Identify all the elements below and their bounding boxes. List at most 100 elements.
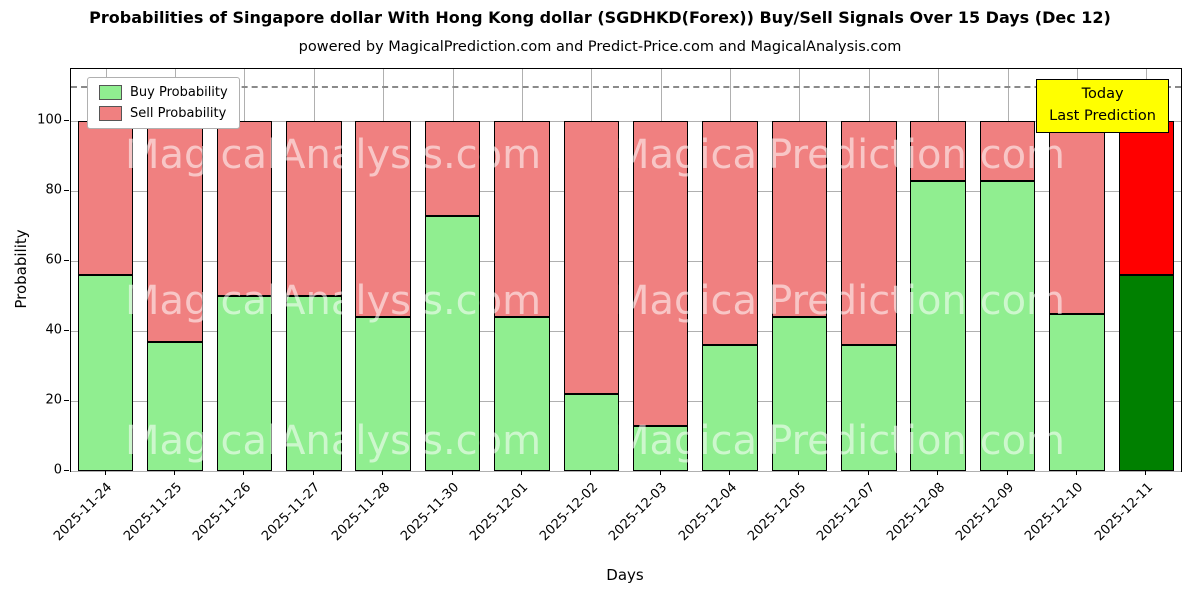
bar-sell-2025-12-10 [1049, 121, 1105, 314]
bar-buy-2025-12-04 [702, 345, 758, 471]
bar-buy-2025-11-25 [147, 341, 203, 471]
legend-item-sell: Sell Probability [99, 106, 228, 121]
y-tick-mark [64, 120, 69, 122]
plot-area: Buy Probability Sell Probability Today L… [70, 68, 1182, 472]
x-tick-label: 2025-12-07 [814, 480, 879, 545]
x-tick-label: 2025-12-10 [1022, 480, 1087, 545]
bar-buy-2025-12-07 [841, 345, 897, 471]
y-tick-mark [64, 330, 69, 332]
bars-layer [71, 69, 1181, 471]
x-tick-label: 2025-12-08 [883, 480, 948, 545]
x-tick-mark [937, 470, 939, 475]
y-tick-label: 40 [45, 322, 62, 338]
x-tick-mark [520, 470, 522, 475]
gridline-h [71, 261, 1181, 263]
y-tick-label: 80 [45, 182, 62, 198]
bar-buy-2025-12-03 [632, 425, 689, 471]
x-tick-label: 2025-11-30 [398, 480, 463, 545]
x-tick-mark [451, 470, 453, 475]
annotation-line-2: Last Prediction [1049, 107, 1156, 124]
x-tick-label: 2025-11-28 [328, 480, 393, 545]
y-axis-ticks: 0 20 40 60 80 100 [0, 68, 62, 478]
x-tick-label: 2025-12-03 [606, 480, 671, 545]
bar-sell-2025-11-27 [286, 121, 342, 297]
bar-buy-2025-11-24 [77, 275, 134, 471]
bar-sell-2025-12-05 [771, 121, 828, 318]
y-tick-mark [64, 190, 69, 192]
x-tick-mark [590, 470, 592, 475]
bar-buy-2025-12-01 [494, 317, 550, 471]
bar-buy-2025-11-27 [286, 296, 342, 471]
x-tick-mark [1075, 470, 1077, 475]
sell-swatch [99, 106, 122, 121]
bar-buy-2025-12-09 [979, 180, 1036, 471]
y-tick-label: 100 [37, 112, 62, 128]
bar-buy-2025-11-28 [355, 317, 411, 471]
bar-sell-2025-12-04 [702, 121, 758, 346]
today-annotation: Today Last Prediction [1036, 79, 1169, 133]
gridline-h [71, 121, 1181, 123]
legend-item-buy: Buy Probability [99, 85, 228, 100]
y-tick-label: 20 [45, 392, 62, 408]
bar-sell-2025-11-28 [355, 121, 411, 318]
x-tick-mark [798, 470, 800, 475]
y-tick-label: 60 [45, 252, 62, 268]
x-tick-label: 2025-11-24 [51, 480, 116, 545]
legend-label-buy: Buy Probability [130, 85, 228, 100]
x-tick-mark [312, 470, 314, 475]
y-tick-mark [64, 260, 69, 262]
x-tick-mark [1006, 470, 1008, 475]
bar-sell-2025-11-26 [216, 121, 273, 297]
bar-buy-2025-12-10 [1049, 313, 1105, 471]
annotation-line-1: Today [1081, 86, 1124, 102]
x-tick-label: 2025-12-09 [953, 480, 1018, 545]
bar-sell-2025-12-07 [841, 121, 897, 346]
x-tick-label: 2025-12-01 [467, 480, 532, 545]
x-tick-mark [174, 470, 176, 475]
gridline-h [71, 191, 1181, 193]
bar-sell-2025-12-08 [910, 121, 966, 181]
bar-buy-2025-12-11 [1118, 275, 1175, 471]
x-axis-label: Days [606, 566, 644, 584]
bar-sell-2025-12-09 [979, 121, 1036, 181]
bar-buy-2025-12-02 [563, 394, 620, 471]
threshold-dashed-line [71, 86, 1181, 89]
bar-sell-2025-12-02 [563, 121, 620, 395]
bar-buy-2025-11-30 [424, 215, 481, 471]
bar-sell-2025-11-30 [424, 121, 481, 216]
bar-sell-2025-12-03 [632, 121, 689, 426]
y-tick-label: 0 [53, 462, 62, 478]
bar-sell-2025-12-11 [1118, 121, 1175, 276]
gridline-h [71, 331, 1181, 333]
x-tick-label: 2025-11-27 [259, 480, 324, 545]
x-tick-mark [382, 470, 384, 475]
x-tick-label: 2025-12-11 [1091, 480, 1156, 545]
x-axis-ticks: 2025-11-24 2025-11-25 2025-11-26 2025-11-27… [51, 478, 1180, 568]
x-tick-label: 2025-11-25 [120, 480, 185, 545]
x-tick-label: 2025-11-26 [190, 480, 255, 545]
bar-buy-2025-12-05 [771, 317, 828, 471]
legend-label-sell: Sell Probability [130, 106, 227, 121]
x-tick-label: 2025-12-05 [745, 480, 810, 545]
gridline-h [71, 401, 1181, 403]
x-tick-mark [867, 470, 869, 475]
y-tick-mark [64, 470, 69, 471]
bar-sell-2025-12-01 [494, 121, 550, 318]
x-tick-mark [104, 470, 106, 475]
gridline-h [71, 471, 1181, 472]
buy-swatch [99, 85, 122, 100]
x-tick-mark [729, 470, 731, 475]
x-tick-mark [1145, 470, 1147, 475]
x-tick-label: 2025-12-04 [675, 480, 740, 545]
bar-sell-2025-11-25 [147, 121, 203, 342]
y-tick-mark [64, 400, 69, 402]
chart-subtitle: powered by MagicalPrediction.com and Pre… [298, 39, 902, 55]
x-tick-label: 2025-12-02 [536, 480, 601, 545]
legend: Buy Probability Sell Probability [87, 77, 240, 129]
bar-buy-2025-11-26 [216, 296, 273, 471]
chart-title: Probabilities of Singapore dollar With H… [89, 8, 1111, 27]
x-tick-mark [243, 470, 245, 475]
x-tick-mark [659, 470, 661, 475]
bar-buy-2025-12-08 [910, 180, 966, 471]
